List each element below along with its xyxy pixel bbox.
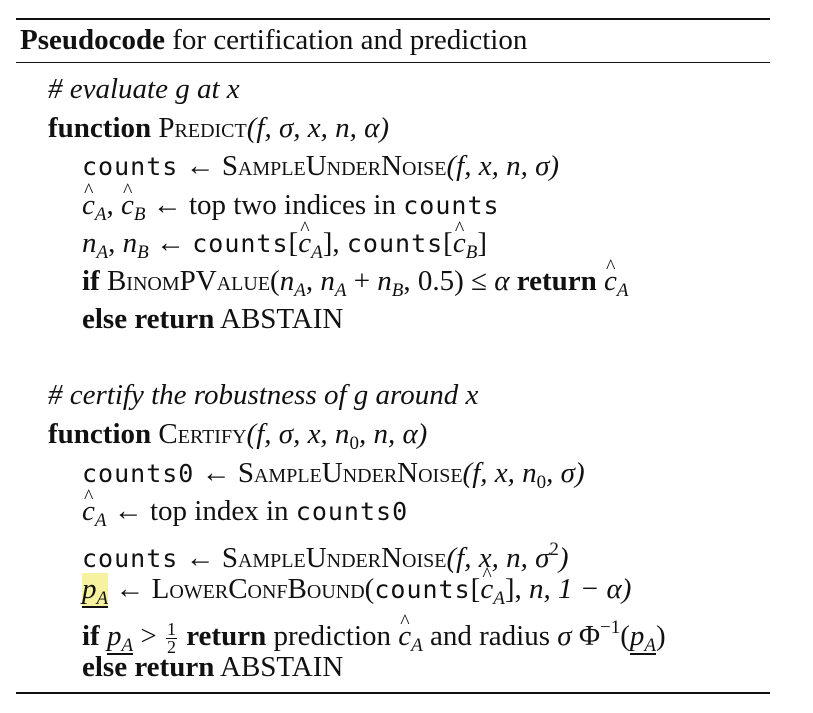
sample-args: (f, x, n, σ)	[446, 150, 560, 182]
if-keyword: if	[82, 620, 100, 652]
arrow: ←	[148, 227, 193, 259]
sample-under-noise-fn: SampleUnderNoise	[221, 542, 447, 574]
predict-comment: # evaluate g at x	[48, 73, 240, 105]
predict-args: (f, σ, x, n, α)	[246, 112, 390, 144]
function-keyword: function	[48, 418, 152, 450]
counts-var: counts	[374, 575, 471, 604]
lower-conf-bound-fn: LowerConfBound	[151, 573, 365, 605]
predict-line-4: if BinomPValue(nA, nA + nB, 0.5) ≤ α ret…	[82, 248, 628, 301]
caption-bold: Pseudocode	[20, 24, 165, 56]
certify-function-name: Certify	[158, 418, 247, 450]
predict-line-2: cA, cB ← top two indices in counts	[82, 172, 500, 225]
caption-text: for certification and prediction	[165, 24, 528, 56]
certify-line-1: counts0 ← SampleUnderNoise(f, x, n0, σ)	[82, 457, 585, 493]
sample-under-noise-fn: SampleUnderNoise	[237, 457, 463, 489]
top-index-text: top index in	[149, 495, 296, 527]
certify-header: function Certify(f, σ, x, n0, n, α)	[48, 418, 428, 454]
predict-function-name: Predict	[158, 112, 247, 144]
radius-text: and radius	[430, 620, 551, 652]
predict-header: function Predict(f, σ, x, n, α)	[48, 109, 389, 147]
counts-var: counts	[403, 191, 500, 220]
certify-line-3: counts ← SampleUnderNoise(f, x, n, σ2)	[82, 539, 569, 574]
top-two-text: top two indices in	[188, 189, 404, 221]
abstain-value: ABSTAIN	[220, 651, 344, 683]
return-keyword: return	[186, 620, 267, 652]
certify-comment: # certify the robustness of g around x	[48, 379, 479, 411]
predict-line-1: counts ← SampleUnderNoise(f, x, n, σ)	[82, 147, 559, 185]
certify-line-5: if pA > 12 return prediction cA and radi…	[82, 603, 666, 656]
abstain-value: ABSTAIN	[220, 303, 344, 335]
else-return-keyword: else return	[82, 303, 215, 335]
lower-conf-bound-tail: n, 1 − α)	[528, 573, 632, 605]
counts-var: counts	[192, 229, 289, 258]
p-a-lower-bound: pA	[82, 573, 109, 609]
predict-line-5: else return ABSTAIN	[82, 300, 343, 338]
return-keyword: return	[516, 265, 597, 297]
bottom-rule	[16, 692, 770, 694]
arrow: ←	[145, 189, 189, 221]
predict-line-3: nA, nB ← counts[cA], counts[cB]	[82, 210, 487, 263]
top-rule	[16, 18, 770, 20]
counts0-var: counts0	[295, 497, 409, 526]
c-hat-b: c	[121, 172, 134, 224]
counts-var: counts	[82, 544, 179, 573]
certify-line-2: cA ← top index in counts0	[82, 478, 409, 531]
certify-line-6: else return ABSTAIN	[82, 648, 343, 686]
algorithm-caption: Pseudocode for certification and predict…	[20, 20, 527, 60]
if-keyword: if	[82, 265, 100, 297]
prediction-text: prediction	[273, 620, 392, 652]
c-hat-a: c	[82, 172, 95, 224]
else-return-keyword: else return	[82, 651, 215, 683]
arrow: ←	[178, 150, 222, 182]
counts-var: counts	[346, 229, 444, 258]
counts0-var: counts0	[82, 459, 195, 488]
caption-rule	[16, 62, 770, 63]
certify-line-4: pA ← LowerConfBound(counts[cA], n, 1 − α…	[82, 556, 632, 609]
sample-under-noise-fn: SampleUnderNoise	[221, 150, 447, 182]
binom-p-value-fn: BinomPValue	[106, 265, 271, 297]
function-keyword: function	[48, 112, 152, 144]
